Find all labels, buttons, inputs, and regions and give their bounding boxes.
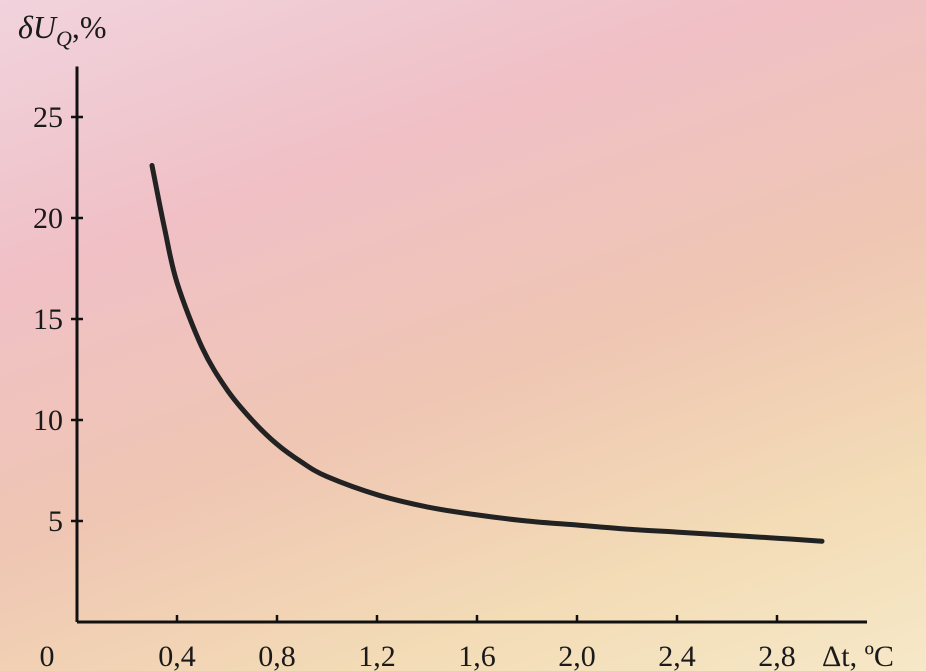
x-ticks: 0 0,4 0,8 1,2 1,6 2,0 2,4 2,8 bbox=[40, 615, 796, 671]
x-tick-label: 2,8 bbox=[758, 640, 796, 671]
y-axis-label-sub: Q bbox=[56, 26, 72, 51]
x-tick-label: 1,6 bbox=[458, 640, 496, 671]
y-axis-label-u: U bbox=[33, 9, 58, 45]
x-axis-label: Δt, ºC bbox=[822, 640, 894, 671]
y-axis-label: δUQ,% bbox=[18, 9, 107, 51]
x-tick-label: 2,0 bbox=[558, 640, 596, 671]
y-tick-label: 5 bbox=[48, 505, 63, 538]
x-tick-label: 1,2 bbox=[358, 640, 396, 671]
x-tick-label: 0 bbox=[40, 640, 55, 671]
x-tick-label: 0,4 bbox=[158, 640, 196, 671]
y-tick-label: 20 bbox=[33, 202, 63, 235]
y-tick-label: 10 bbox=[33, 404, 63, 437]
y-axis-label-delta: δ bbox=[18, 9, 34, 45]
y-axis-label-rest: ,% bbox=[72, 9, 107, 45]
axes bbox=[75, 66, 867, 624]
x-tick-label: 0,8 bbox=[258, 640, 296, 671]
series-line bbox=[149, 163, 825, 544]
y-ticks: 5 10 15 20 25 bbox=[33, 101, 83, 538]
y-tick-label: 25 bbox=[33, 101, 63, 134]
y-tick-label: 15 bbox=[33, 303, 63, 336]
x-tick-label: 2,4 bbox=[658, 640, 696, 671]
